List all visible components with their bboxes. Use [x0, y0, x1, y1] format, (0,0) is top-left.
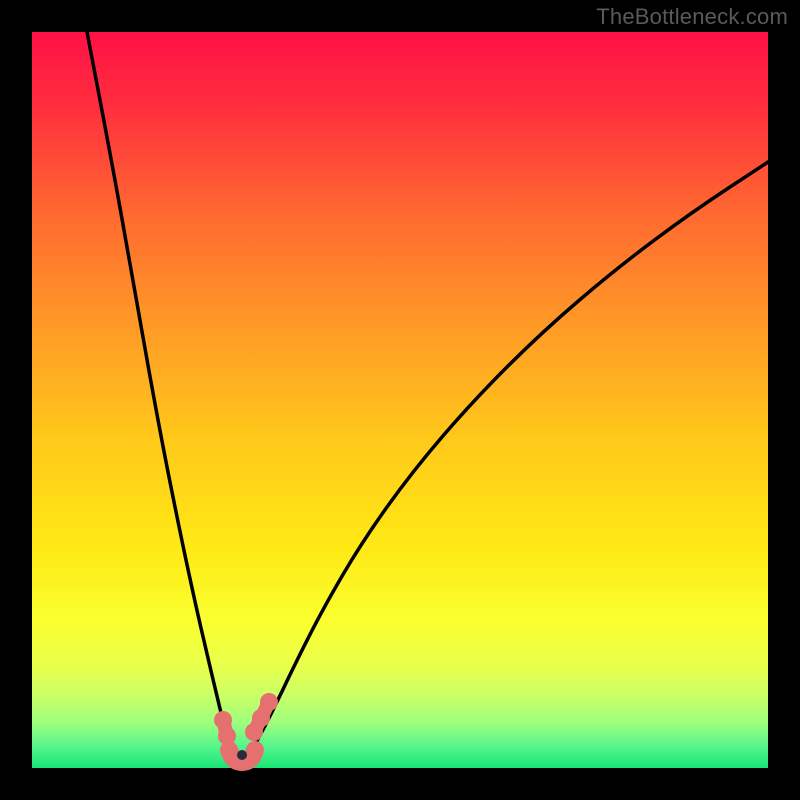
valley-center-dot [237, 750, 247, 760]
left-cluster-dot-1 [218, 727, 236, 745]
plot-background [32, 32, 768, 768]
watermark-text: TheBottleneck.com [596, 4, 788, 30]
chart-container: TheBottleneck.com [0, 0, 800, 800]
right-cluster-dot-2 [260, 693, 278, 711]
left-cluster-dot-0 [214, 711, 232, 729]
bottleneck-chart [0, 0, 800, 800]
right-cluster-dot-1 [252, 709, 270, 727]
